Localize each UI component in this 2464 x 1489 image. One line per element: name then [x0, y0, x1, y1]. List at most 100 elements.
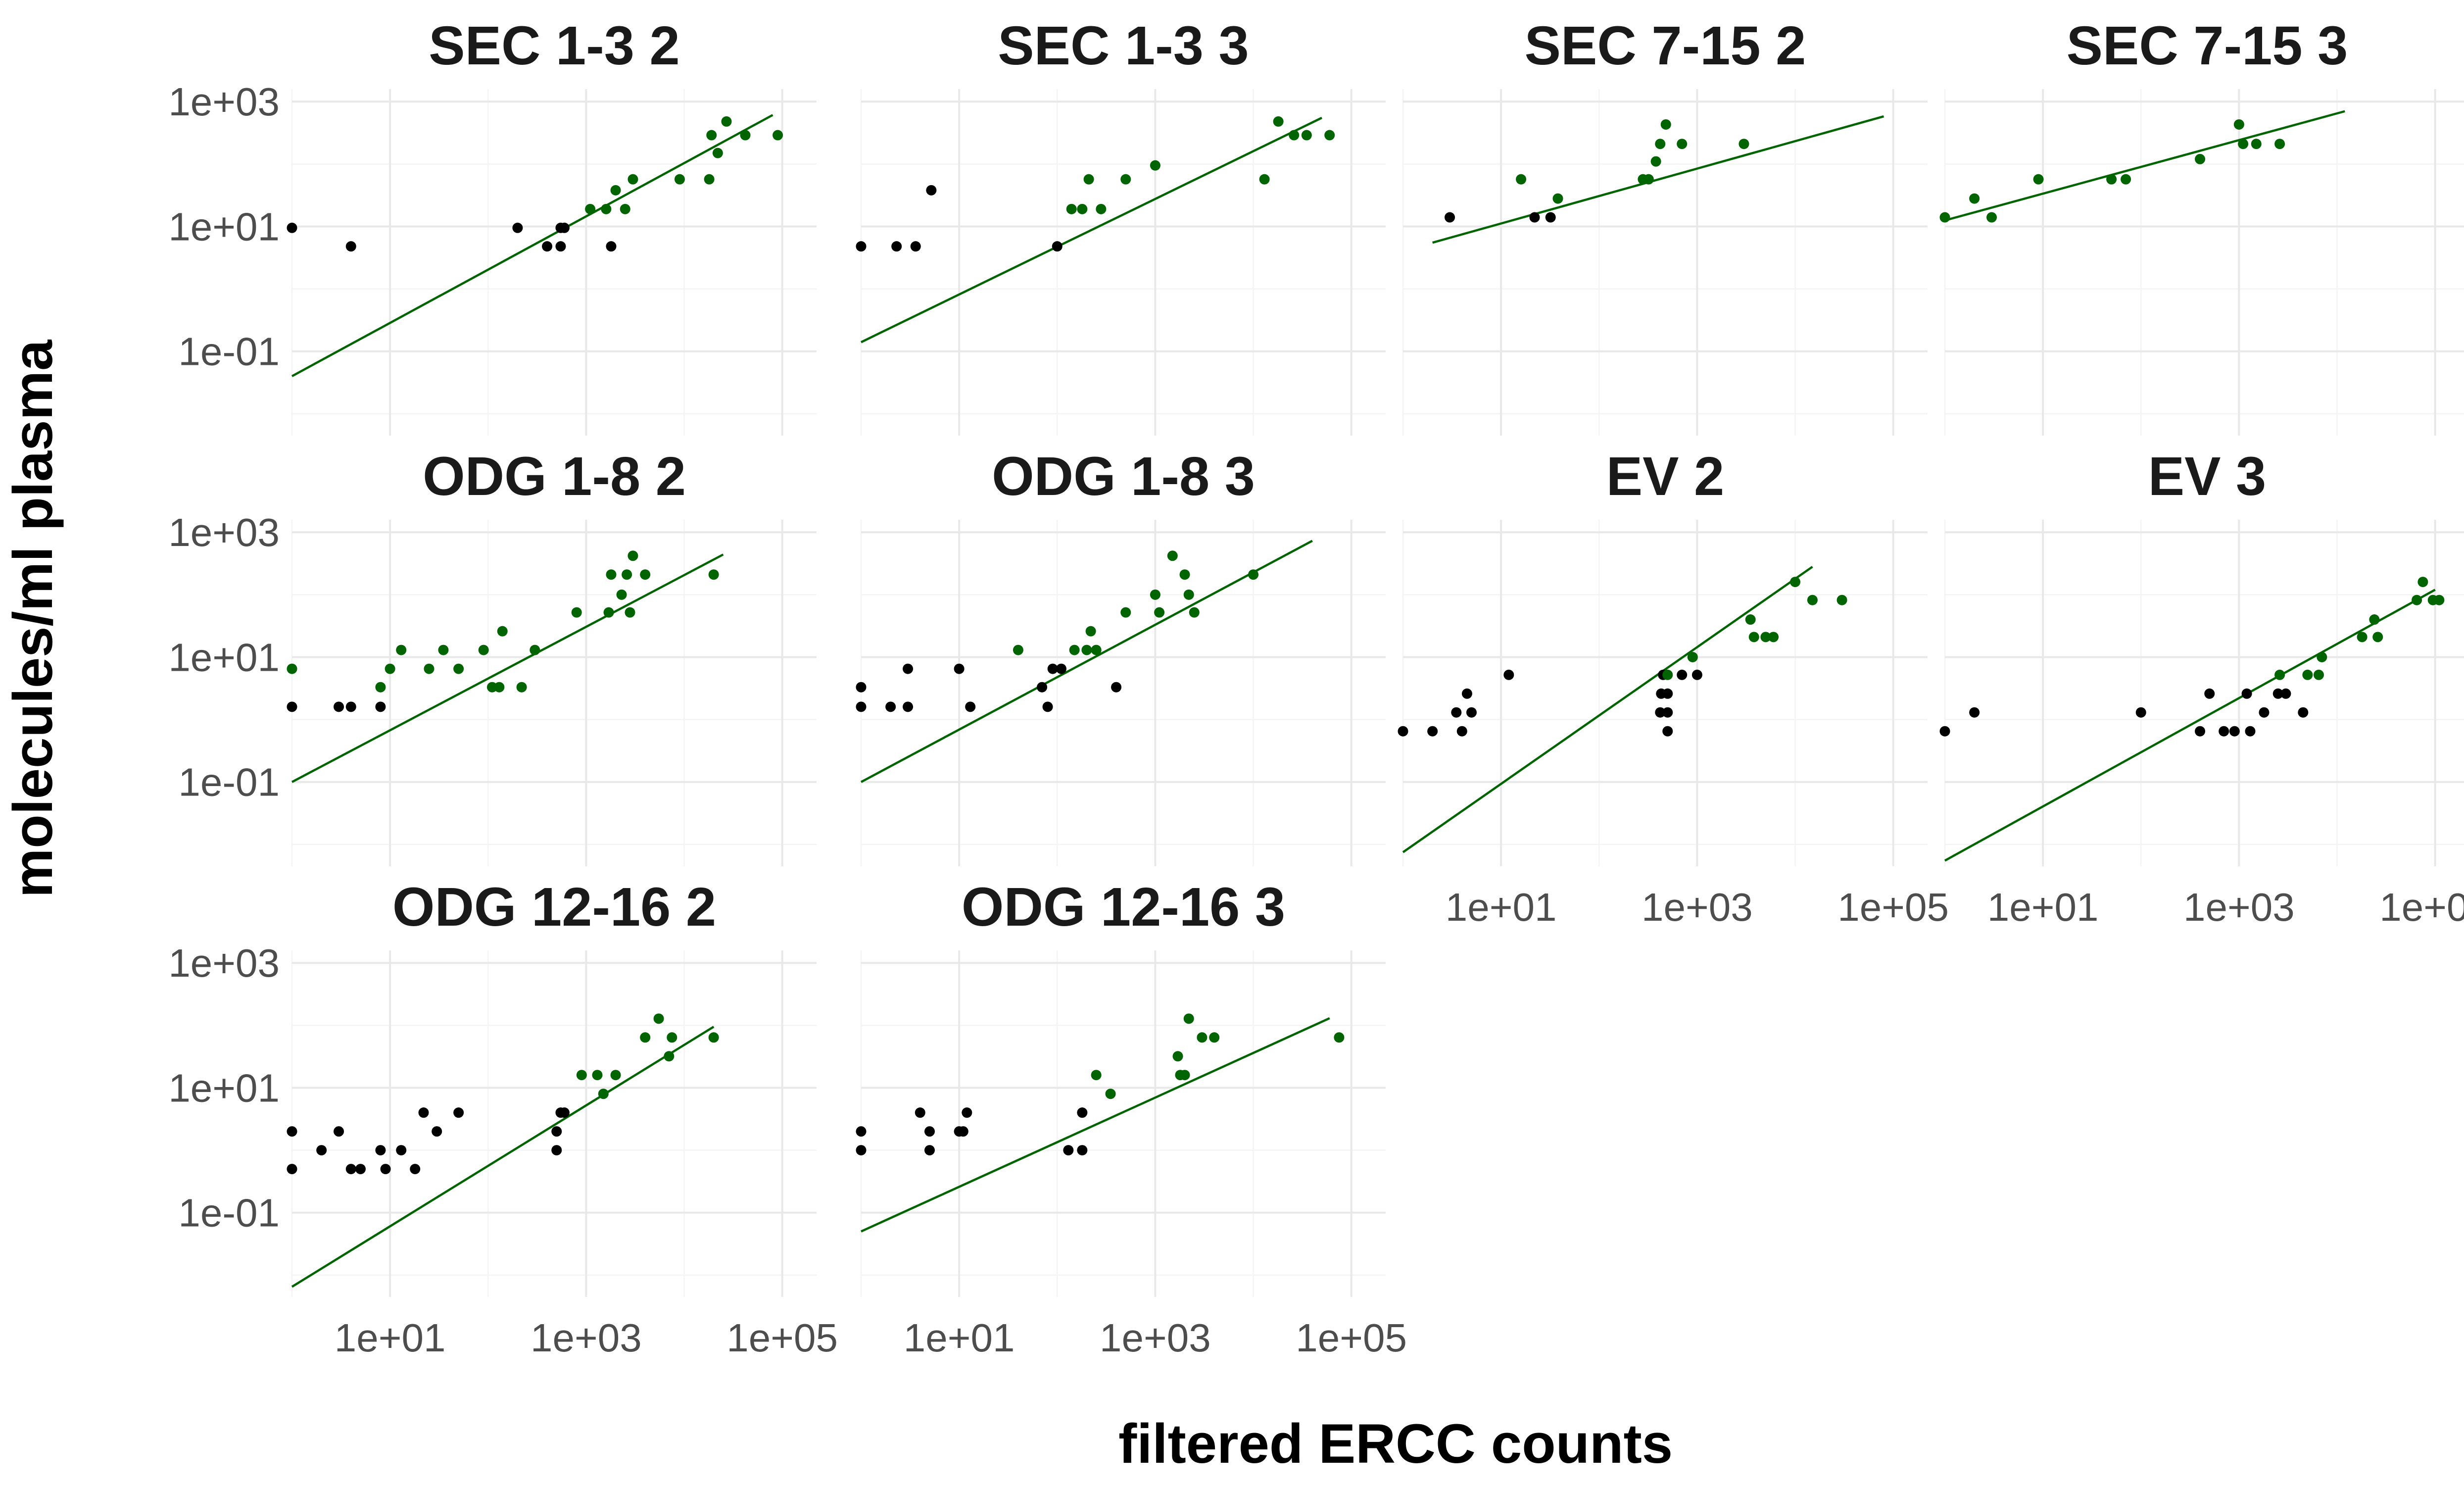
- data-point: [1552, 193, 1563, 204]
- data-point: [542, 241, 553, 252]
- data-point: [1529, 212, 1540, 223]
- data-point: [1111, 682, 1122, 693]
- data-point: [2302, 669, 2313, 680]
- panel-title: SEC 1-3 3: [998, 15, 1249, 76]
- fit-line: [291, 1026, 715, 1288]
- data-point: [903, 701, 914, 712]
- data-point: [1150, 589, 1160, 600]
- data-point: [856, 1126, 867, 1137]
- data-point: [453, 1107, 464, 1118]
- data-point: [1091, 1070, 1102, 1081]
- panel: ODG 12-16 3 1e+01 1e+03 1e+05: [856, 877, 1407, 1360]
- data-point: [1939, 726, 1950, 737]
- y-tick-label: 1e-01: [178, 330, 280, 374]
- data-point: [1451, 707, 1462, 718]
- data-point: [1289, 130, 1300, 141]
- panel-title: SEC 1-3 2: [429, 15, 679, 76]
- data-point: [2245, 726, 2256, 737]
- data-point: [1047, 663, 1058, 674]
- data-point: [2412, 595, 2422, 605]
- data-point: [1466, 707, 1477, 718]
- data-point: [2135, 707, 2146, 718]
- data-point: [432, 1126, 442, 1137]
- data-point: [2313, 669, 2324, 680]
- data-point: [1655, 139, 1666, 149]
- data-point: [1662, 707, 1673, 718]
- data-point: [592, 1070, 603, 1081]
- data-point: [2280, 688, 2291, 699]
- data-point: [667, 1032, 677, 1043]
- panel-title: SEC 7-15 3: [2067, 15, 2348, 76]
- data-point: [2219, 726, 2229, 737]
- data-point: [1301, 130, 1312, 141]
- data-point: [530, 645, 540, 655]
- data-point: [559, 1107, 570, 1118]
- data-point: [1085, 626, 1096, 637]
- data-point: [606, 569, 617, 580]
- data-point: [1069, 645, 1080, 655]
- data-point: [926, 185, 937, 196]
- data-point: [1183, 1013, 1194, 1024]
- panel: SEC 7-15 2: [1402, 15, 1928, 436]
- data-point: [438, 645, 449, 655]
- data-point: [2434, 595, 2445, 605]
- data-point: [620, 203, 630, 214]
- data-point: [1807, 595, 1818, 605]
- panel-title: ODG 1-8 2: [423, 446, 686, 507]
- data-point: [396, 645, 407, 655]
- panel: EV 3 1e+01 1e+03 1e+05: [1939, 446, 2464, 929]
- data-point: [1172, 1051, 1183, 1062]
- data-point: [603, 607, 614, 618]
- data-point: [1739, 139, 1749, 149]
- data-point: [375, 682, 386, 693]
- x-tick-label: 1e+03: [2183, 885, 2295, 929]
- data-point: [1691, 669, 1702, 680]
- x-axis-title: filtered ERCC counts: [1118, 1413, 1673, 1475]
- fit-line: [860, 540, 1313, 783]
- data-point: [628, 550, 638, 561]
- data-point: [287, 1164, 297, 1175]
- data-point: [478, 645, 489, 655]
- data-point: [1066, 203, 1077, 214]
- data-point: [740, 130, 751, 141]
- data-point: [1427, 726, 1438, 737]
- panel-title: EV 2: [1606, 446, 1724, 507]
- data-point: [616, 589, 627, 600]
- data-point: [1687, 651, 1698, 662]
- data-point: [551, 1145, 562, 1156]
- data-point: [1077, 1107, 1088, 1118]
- panel: ODG 1-8 2 1e-01 1e+01 1e+03: [168, 446, 817, 866]
- data-point: [1324, 130, 1335, 141]
- data-point: [385, 663, 395, 674]
- data-point: [2272, 688, 2283, 699]
- data-point: [1120, 607, 1131, 618]
- data-point: [380, 1164, 391, 1175]
- data-point: [1056, 663, 1066, 674]
- data-point: [1037, 682, 1048, 693]
- data-point: [706, 130, 717, 141]
- data-point: [610, 1070, 621, 1081]
- data-point: [721, 116, 732, 127]
- data-point: [1183, 589, 1194, 600]
- data-point: [516, 682, 527, 693]
- data-point: [625, 607, 635, 618]
- panel-title: ODG 12-16 3: [962, 877, 1285, 938]
- data-point: [345, 701, 356, 712]
- data-point: [1986, 212, 1997, 223]
- data-point: [287, 663, 297, 674]
- data-point: [2298, 707, 2309, 718]
- data-point: [1013, 645, 1023, 655]
- x-tick-label: 1e+05: [1837, 885, 1949, 929]
- panel: EV 2 1e+01 1e+03 1e+05: [1398, 446, 1949, 929]
- x-tick-label: 1e+03: [531, 1316, 642, 1360]
- data-point: [640, 569, 651, 580]
- data-point: [2233, 119, 2244, 130]
- data-point: [704, 174, 715, 185]
- fit-line: [1944, 589, 2436, 862]
- data-point: [1836, 595, 1847, 605]
- data-point: [708, 569, 719, 580]
- data-point: [598, 1089, 609, 1099]
- data-point: [1660, 119, 1671, 130]
- data-point: [628, 174, 638, 185]
- data-point: [1677, 139, 1688, 149]
